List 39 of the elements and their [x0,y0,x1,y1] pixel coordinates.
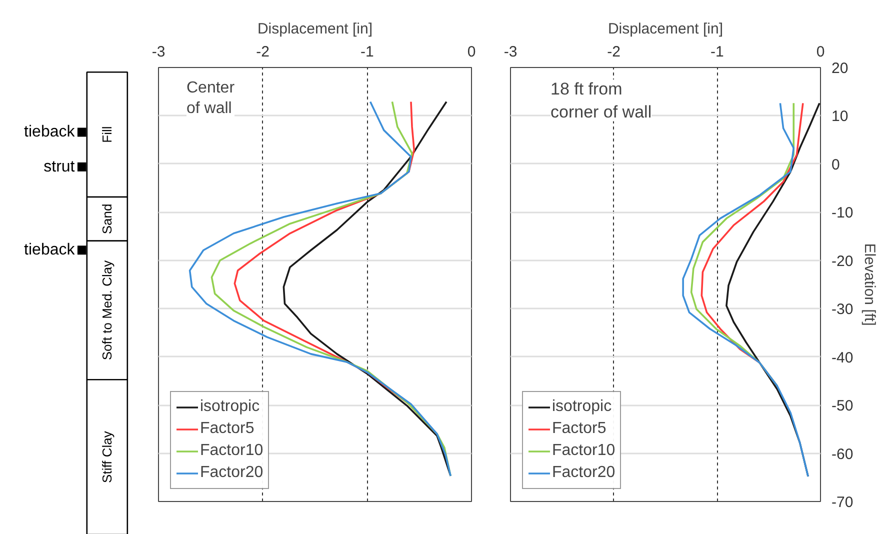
x-axis-title: Displacement [in] [257,20,373,38]
text: tieback [24,124,76,141]
legend-label: Factor20 [552,464,616,482]
y-tick-label: -20 [832,252,854,270]
x-axis-title: Displacement [in] [608,20,724,38]
legend-label: Factor5 [200,420,254,438]
legend-label: Factor10 [200,442,264,460]
y-tick-label: -60 [832,446,854,463]
category-label: Fill [100,126,115,143]
y-tick-label: -70 [832,494,854,511]
y-axis-title: Elevation [ft] [861,243,878,326]
legend-label: Factor5 [552,420,606,438]
x-tick-label: -3 [152,44,166,60]
legend-label: Factor10 [552,442,616,460]
line-series [682,102,809,478]
x-tick-label: -2 [256,44,270,60]
y-tick-label: 10 [832,108,848,126]
y-tick-label: 20 [832,60,848,77]
x-tick-label: -1 [710,44,724,60]
x-tick-label: 0 [816,44,825,60]
x-tick-label: -3 [504,44,518,60]
legend-label: isotropic [200,398,260,416]
y-tick-label: -30 [832,301,854,318]
text: tieback [24,242,76,259]
x-tick-label: -2 [607,44,621,60]
category-label: Soft to Med. Clay [100,260,115,360]
y-tick-label: -10 [832,204,854,222]
y-tick-label: 0 [832,156,840,174]
legend-label: Factor20 [200,464,264,482]
x-tick-label: 0 [467,44,476,60]
x-tick-label: -1 [360,44,374,60]
category-label: Stiff Clay [100,430,115,483]
annotation: Center of wall [186,80,236,117]
text: strut [44,158,76,176]
legend-label: isotropic [552,398,612,416]
annotation: 18 ft from corner of wall [550,80,652,122]
y-tick-label: -40 [832,349,854,366]
y-tick-label: -50 [832,398,854,415]
category-label: Sand [100,204,115,234]
